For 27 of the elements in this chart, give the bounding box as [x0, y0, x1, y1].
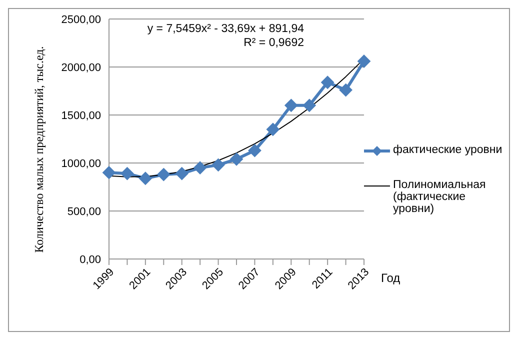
- point: [302, 98, 316, 112]
- point: [284, 98, 298, 112]
- point: [248, 144, 262, 158]
- y-tick-label: 0,00: [80, 254, 101, 266]
- point: [194, 161, 207, 174]
- x-axis-title: Год: [381, 271, 400, 285]
- point: [102, 166, 116, 180]
- y-tick-label: 1000,00: [61, 158, 101, 170]
- y-tick-label: 2500,00: [61, 14, 101, 26]
- point: [138, 172, 152, 185]
- y-tick-label: 1500,00: [61, 110, 101, 122]
- point: [321, 76, 334, 89]
- point: [212, 158, 225, 172]
- point: [157, 168, 170, 182]
- y-axis-title: Количество малых предприятий, тыс.ед.: [32, 46, 46, 252]
- legend-label: фактические уровни: [393, 144, 502, 156]
- point: [339, 84, 352, 97]
- point: [120, 167, 134, 180]
- point: [266, 122, 280, 136]
- point: [230, 152, 243, 166]
- point: [358, 54, 370, 68]
- legend-label: Полиномиальная (фактические уровни): [393, 179, 487, 215]
- point: [175, 167, 188, 180]
- annotation: R² = 0,9692: [244, 37, 304, 49]
- annotation: y = 7,5459x² - 33,69x + 891,94: [147, 23, 304, 35]
- y-tick-label: 500,00: [67, 206, 101, 218]
- y-tick-label: 2000,00: [61, 62, 101, 74]
